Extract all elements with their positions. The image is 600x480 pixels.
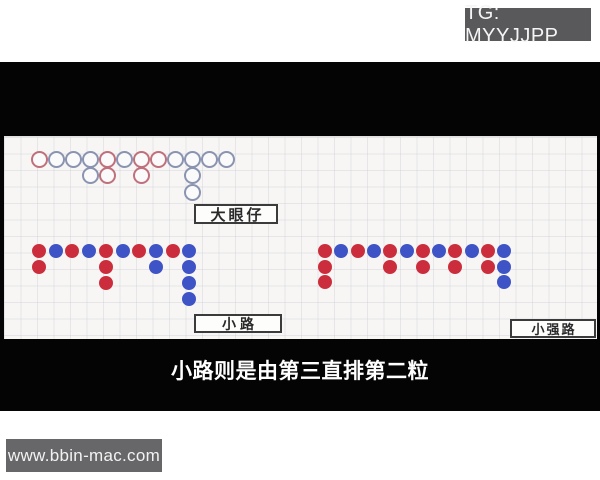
- big-eye-boy-bead-red: [132, 150, 150, 168]
- cockroach-road-bead-blue: [464, 244, 479, 258]
- caption-band: 小路则是由第三直排第二粒: [0, 338, 600, 411]
- big-eye-boy-bead-blue: [183, 150, 201, 168]
- big-eye-boy-bead-blue: [64, 150, 82, 168]
- small-road-bead-blue: [115, 244, 130, 258]
- subtitle-caption: 小路则是由第三直排第二粒: [171, 359, 429, 383]
- big-eye-boy-bead-red: [98, 167, 116, 184]
- telegram-watermark-badge: TG: MYYJJPP: [465, 2, 591, 47]
- big-eye-boy-bead-red: [98, 150, 116, 168]
- small-road-bead-red: [98, 276, 113, 290]
- big-eye-boy-bead-blue: [47, 150, 65, 168]
- cockroach-road-bead-red: [318, 259, 332, 274]
- big-eye-boy-bead-blue: [166, 150, 184, 168]
- big-eye-boy-bead-red: [149, 150, 167, 168]
- bottom-white-strip: www.bbin-mac.com: [0, 411, 600, 480]
- small-road-bead-blue: [182, 292, 197, 306]
- cockroach-road-bead-red: [481, 244, 495, 258]
- small-road-bead-red: [132, 244, 147, 258]
- small-road-bead-red: [98, 244, 113, 258]
- label-cockroach-road: 小强路: [510, 319, 596, 338]
- small-road-bead-blue: [182, 244, 197, 258]
- small-road-bead-red: [165, 244, 180, 258]
- top-white-strip: TG: MYYJJPP: [0, 0, 600, 62]
- cockroach-road-bead-red: [415, 259, 430, 274]
- roadmap-panel: 大眼仔 小路 小强路: [4, 136, 597, 339]
- small-road-bead-blue: [48, 244, 63, 258]
- cockroach-road-bead-red: [448, 259, 463, 274]
- big-eye-boy-bead-red: [30, 150, 48, 168]
- label-small-road: 小路: [194, 314, 282, 333]
- big-eye-boy-bead-blue: [183, 183, 201, 201]
- cockroach-road-bead-red: [383, 244, 398, 258]
- small-road-bead-blue: [82, 244, 97, 258]
- small-road-bead-red: [32, 244, 46, 258]
- small-road-bead-red: [98, 260, 113, 274]
- cockroach-road-bead-red: [383, 259, 398, 274]
- cockroach-road-bead-red: [318, 244, 332, 258]
- cockroach-road-bead-blue: [497, 244, 512, 258]
- cockroach-road-bead-red: [415, 244, 430, 258]
- small-road-bead-blue: [148, 244, 163, 258]
- small-road-bead-red: [32, 260, 46, 274]
- label-cockroach-road-text: 小强路: [531, 322, 577, 337]
- small-road-bead-blue: [182, 276, 197, 290]
- big-eye-boy-bead-blue: [183, 167, 201, 184]
- big-eye-boy-bead-blue: [217, 150, 235, 168]
- cockroach-road-bead-blue: [432, 244, 447, 258]
- telegram-watermark-text: TG: MYYJJPP: [465, 1, 559, 47]
- website-watermark-text: www.bbin-mac.com: [7, 445, 161, 465]
- big-eye-boy-bead-red: [132, 167, 150, 184]
- cockroach-road-bead-red: [350, 244, 365, 258]
- label-big-eye-boy: 大眼仔: [194, 204, 278, 224]
- cockroach-road-bead-red: [318, 275, 332, 289]
- label-big-eye-boy-text: 大眼仔: [210, 207, 265, 224]
- label-small-road-text: 小路: [222, 317, 258, 333]
- video-letterbox: 大眼仔 小路 小强路 小路则是由第三直排第二粒: [0, 62, 600, 411]
- cockroach-road-bead-red: [481, 259, 495, 274]
- cockroach-road-bead-blue: [497, 259, 512, 274]
- big-eye-boy-bead-blue: [200, 150, 218, 168]
- cockroach-road-bead-blue: [399, 244, 414, 258]
- big-eye-boy-bead-blue: [81, 150, 99, 168]
- big-eye-boy-bead-blue: [81, 167, 99, 184]
- big-eye-boy-bead-blue: [115, 150, 133, 168]
- cockroach-road-bead-blue: [334, 244, 349, 258]
- cockroach-road-bead-red: [448, 244, 463, 258]
- small-road-bead-blue: [182, 260, 197, 274]
- cockroach-road-bead-blue: [497, 275, 512, 289]
- website-watermark-badge: www.bbin-mac.com: [6, 439, 162, 472]
- small-road-bead-blue: [148, 260, 163, 274]
- cockroach-road-bead-blue: [366, 244, 381, 258]
- small-road-bead-red: [65, 244, 80, 258]
